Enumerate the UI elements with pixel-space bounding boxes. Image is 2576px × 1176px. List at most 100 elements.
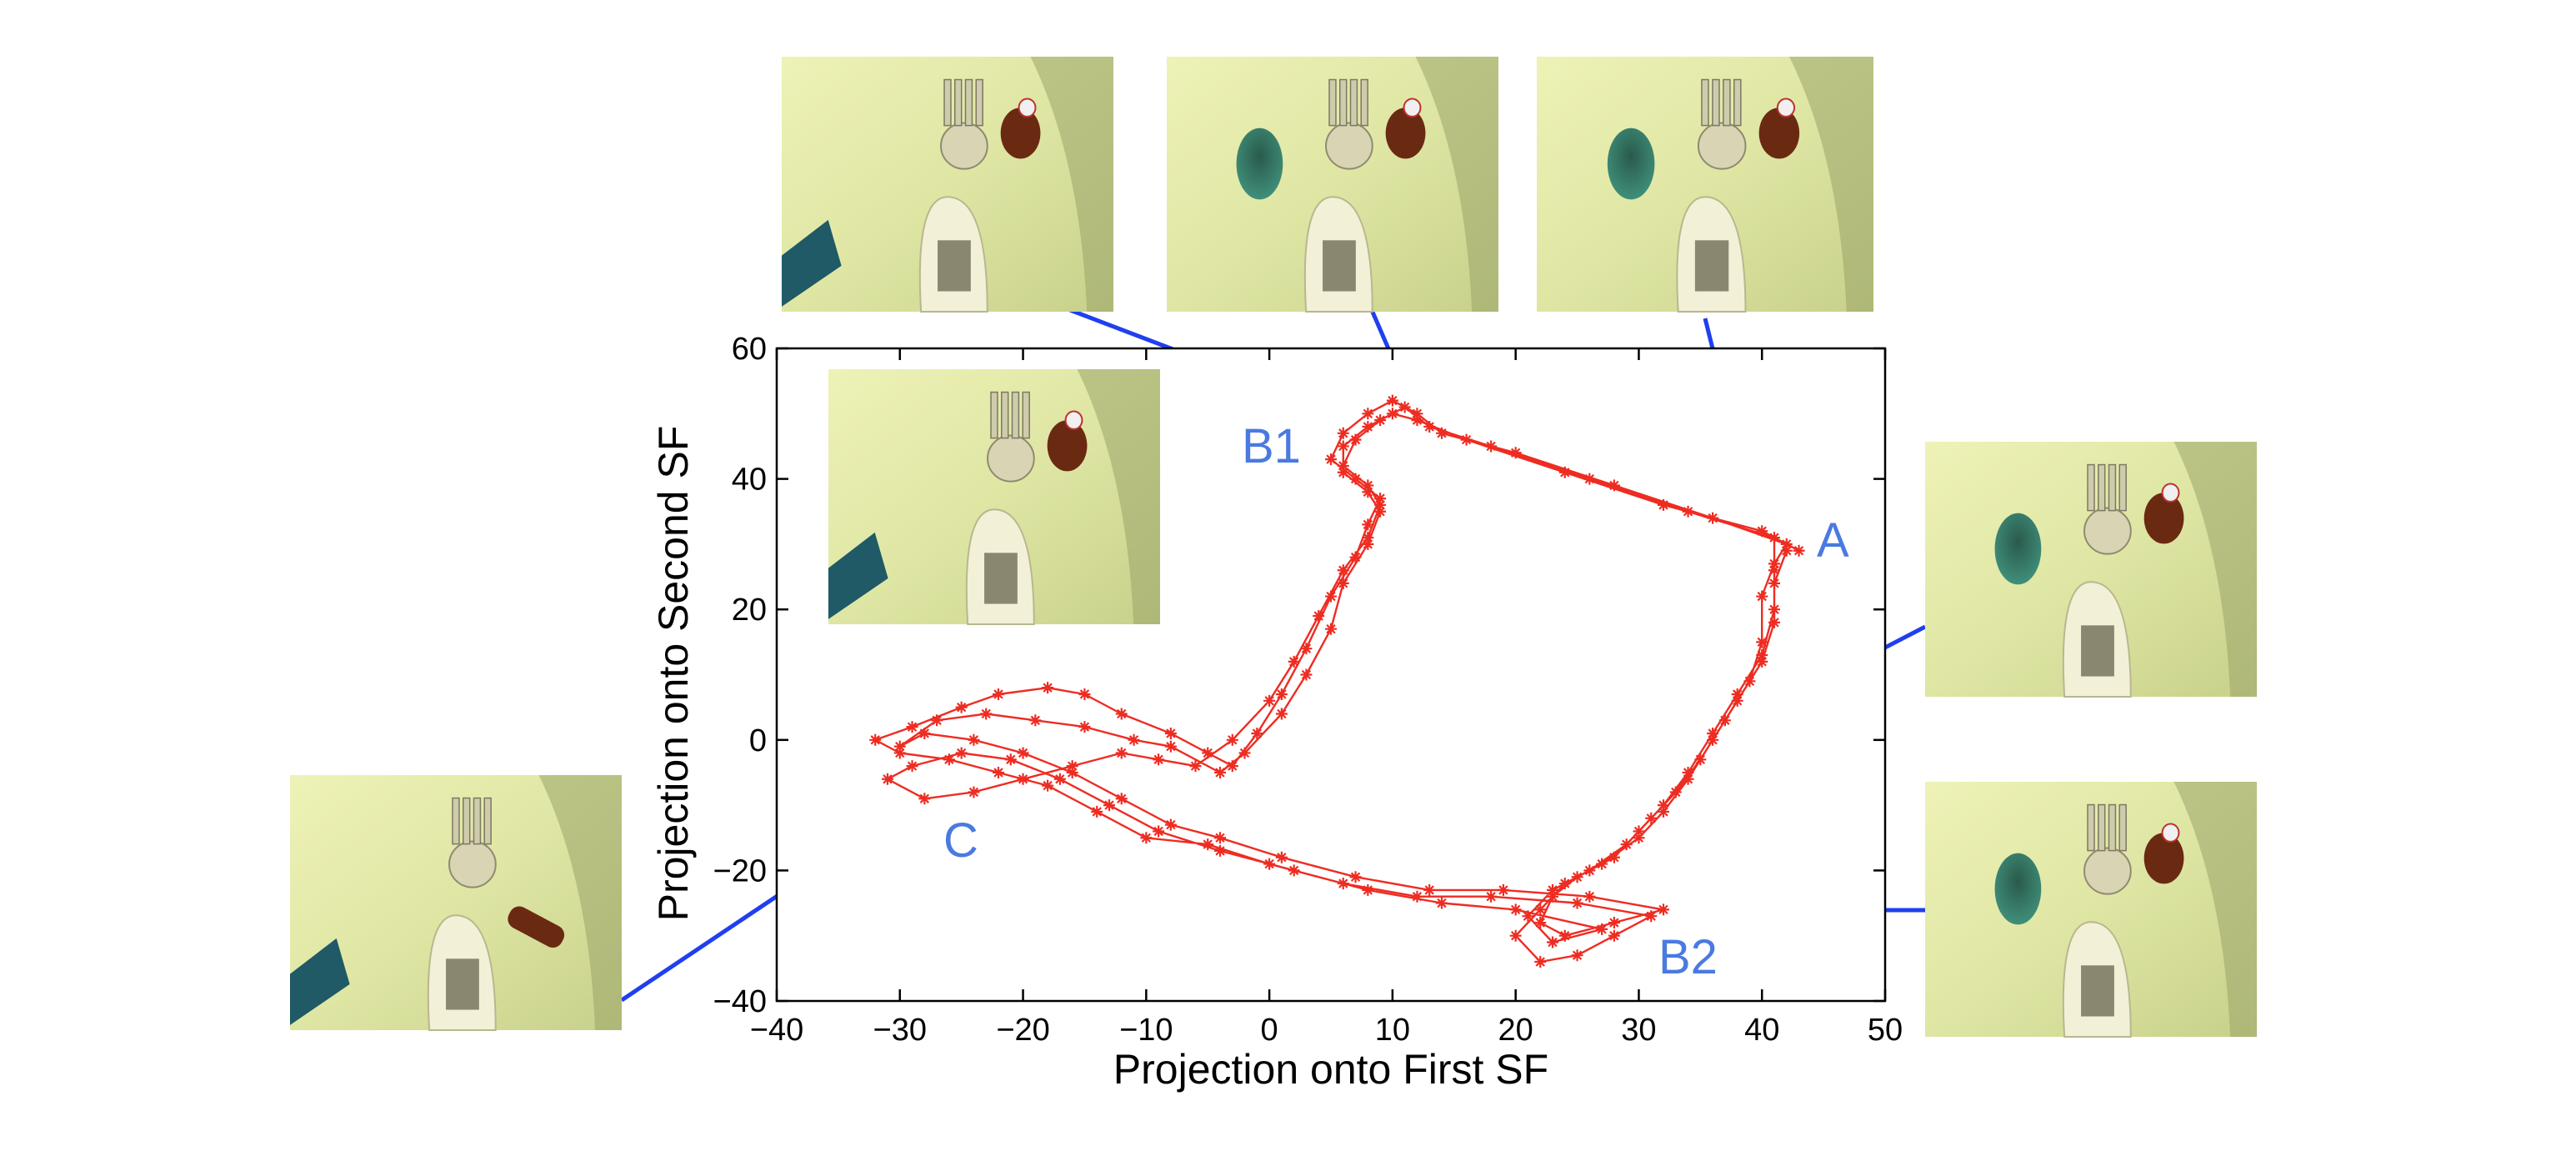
trajectory-star-marker — [1374, 414, 1387, 427]
trajectory-star-marker — [918, 727, 931, 739]
trajectory-star-marker — [1509, 903, 1522, 916]
dark-object — [828, 532, 888, 619]
trajectory-star-marker — [1362, 420, 1374, 433]
trajectory-star-marker — [1583, 473, 1596, 485]
trajectory-star-marker — [906, 760, 918, 773]
trajectory-star-marker — [1436, 427, 1448, 439]
trajectory-star-marker — [893, 747, 906, 759]
trajectory-star-marker — [1325, 453, 1337, 466]
robot-finger — [1723, 78, 1731, 127]
trajectory-star-marker — [1583, 890, 1596, 903]
trajectory-star-marker — [1300, 643, 1313, 655]
robot-finger — [1328, 78, 1337, 127]
bottle-cap — [1018, 98, 1037, 118]
trajectory-star-marker — [1115, 708, 1128, 720]
robot-finger — [1360, 78, 1368, 127]
trajectory-star-marker — [1337, 466, 1349, 478]
trajectory-star-marker — [980, 708, 993, 720]
trajectory-star-marker — [1534, 956, 1547, 968]
y-tick-label: 20 — [732, 593, 767, 628]
trajectory-star-marker — [1164, 740, 1177, 753]
trajectory-star-marker — [1423, 420, 1436, 433]
robot-hand — [940, 122, 988, 170]
point-label-b2: B2 — [1658, 930, 1718, 984]
trajectory-star-marker — [1596, 858, 1608, 870]
trajectory-star-marker — [1547, 890, 1558, 903]
trajectory-star-marker — [1042, 682, 1054, 694]
trajectory-star-marker — [1633, 832, 1645, 844]
trajectory-star-marker — [1362, 518, 1374, 531]
trajectory-star-marker — [1337, 427, 1349, 439]
robot-joint — [2081, 965, 2114, 1017]
trajectory-star-marker — [1164, 727, 1177, 739]
trajectory-star-marker — [1571, 949, 1583, 962]
y-axis-ticks: −40 −20 0 20 40 60 — [713, 332, 1885, 1019]
bottle — [1385, 108, 1426, 159]
bottle — [1000, 108, 1041, 159]
trajectory-star-marker — [968, 786, 980, 798]
robot-finger — [1701, 78, 1709, 127]
trajectory-star-marker — [1608, 917, 1620, 929]
photo-panel — [1925, 782, 2257, 1038]
robot-finger — [2108, 463, 2117, 512]
trajectory-star-marker — [1202, 747, 1214, 759]
robot-joint — [2081, 625, 2114, 677]
trajectory-star-marker — [1547, 883, 1558, 896]
robot-joint — [984, 553, 1018, 604]
trajectory-star-marker — [1017, 773, 1029, 785]
trajectory-star-marker — [1214, 766, 1226, 778]
trajectory-star-marker — [1682, 766, 1694, 778]
trajectory-star-marker — [1337, 577, 1349, 589]
bottle — [1758, 108, 1800, 159]
robot-finger — [452, 797, 460, 845]
robot-finger — [2098, 463, 2106, 512]
table-edge — [2173, 442, 2257, 697]
x-tick-label: −40 — [750, 1013, 803, 1048]
trajectory-star-marker — [1485, 890, 1498, 903]
trajectory-star-marker — [918, 793, 931, 805]
trajectory-star-marker — [1583, 864, 1596, 877]
photo-panel — [290, 775, 622, 1031]
trajectory-star-marker — [1029, 714, 1042, 727]
trajectory-star-marker — [1140, 832, 1153, 844]
plot-area: −40 −30 −20 −10 0 10 20 30 40 50 −40 −20 0 20 40 60 Pr… — [650, 332, 1903, 1093]
trajectory-layer — [869, 394, 1805, 968]
trajectory-star-marker — [1768, 532, 1780, 544]
trajectory-star-marker — [993, 688, 1004, 700]
trajectory-star-marker — [1337, 459, 1349, 472]
x-tick-label: −20 — [996, 1013, 1049, 1048]
trajectory-star-marker — [1374, 493, 1387, 505]
trajectory-star-marker — [1386, 394, 1398, 407]
trajectory-star-marker — [1337, 440, 1349, 453]
trajectory-star-marker — [1707, 512, 1719, 524]
trajectory-star-marker — [1214, 844, 1226, 857]
x-tick-label: 50 — [1868, 1013, 1903, 1048]
y-tick-label: 60 — [732, 332, 767, 367]
trajectory-star-marker — [1053, 773, 1066, 785]
trajectory-star-marker — [1608, 851, 1620, 863]
robot-joint — [446, 958, 479, 1010]
trajectory-star-marker — [1189, 760, 1202, 773]
bottle-cap — [1776, 98, 1796, 118]
trajectory-star-marker — [1153, 753, 1165, 766]
x-tick-label: −10 — [1119, 1013, 1173, 1048]
trajectory-star-marker — [1226, 760, 1238, 773]
trajectory-star-marker — [1707, 733, 1719, 746]
trajectory-star-marker — [1362, 538, 1374, 550]
trajectory-star-marker — [1793, 544, 1805, 557]
x-axis-ticks: −40 −30 −20 −10 0 10 20 30 40 50 — [750, 348, 1903, 1048]
bottle — [1047, 420, 1088, 472]
trajectory-star-marker — [1436, 897, 1448, 909]
trajectory-star-marker — [1263, 694, 1276, 707]
trajectory-star-marker — [1534, 917, 1547, 929]
robot-joint — [1694, 240, 1729, 292]
trajectory-star-marker — [1768, 558, 1780, 570]
trajectory-star-marker — [1153, 825, 1165, 838]
trajectory-star-marker — [1300, 668, 1313, 681]
trajectory-star-marker — [1509, 929, 1522, 942]
photo-panels — [290, 57, 2257, 1038]
table-edge — [1415, 57, 1498, 312]
trajectory-star-marker — [1731, 688, 1743, 700]
trajectory-star-marker — [1398, 401, 1411, 413]
bottle-cap — [2161, 823, 2180, 843]
